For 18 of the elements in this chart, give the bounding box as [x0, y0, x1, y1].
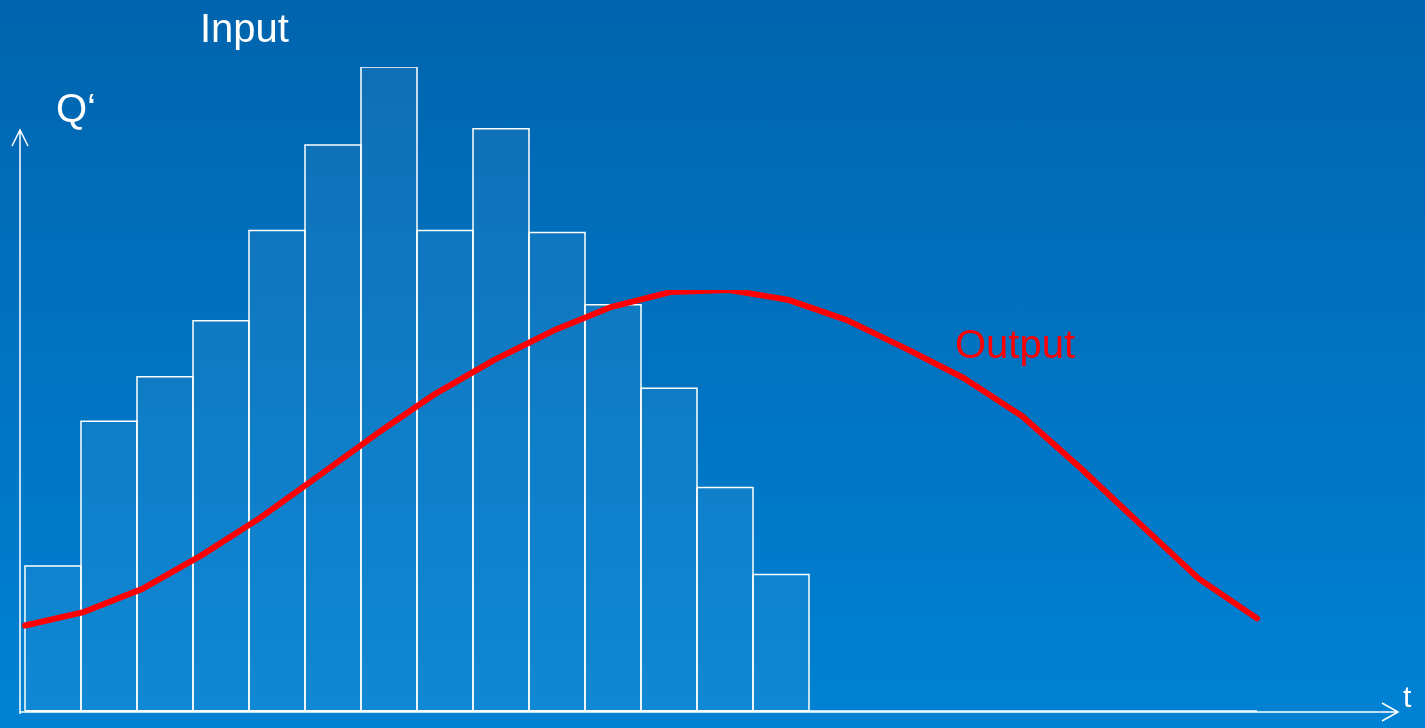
bar: [80, 420, 138, 711]
y-axis-title: Q‘: [56, 86, 96, 131]
bar: [472, 128, 530, 711]
bar: [360, 67, 418, 711]
bar: [584, 303, 642, 711]
bar: [24, 565, 82, 711]
x-axis-title: t: [1403, 680, 1412, 714]
bar: [696, 486, 754, 711]
bar: [248, 229, 306, 711]
bar: [304, 144, 362, 711]
series-label: Input: [200, 6, 289, 51]
series-label: Output: [955, 322, 1076, 367]
bar: [192, 319, 250, 711]
bar: [640, 387, 698, 711]
bar: [136, 376, 194, 711]
bar: [752, 573, 810, 711]
bar: [528, 231, 586, 711]
bar: [416, 229, 474, 711]
